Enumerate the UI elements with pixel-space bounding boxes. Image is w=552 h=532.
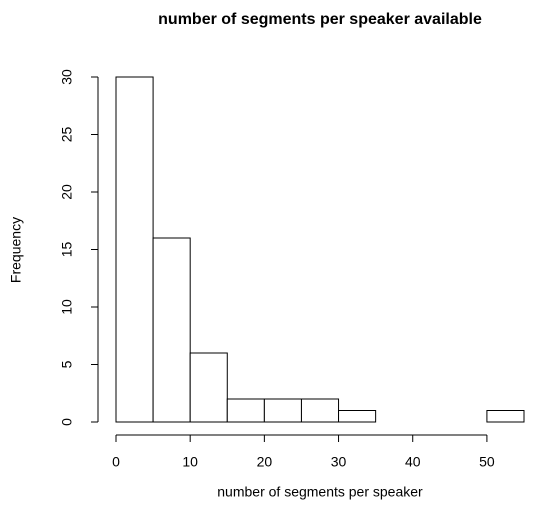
bar (338, 410, 377, 423)
chart-title: number of segments per speaker available (158, 11, 482, 28)
y-tick-label: 30 (59, 69, 75, 85)
x-tick-label: 50 (479, 454, 495, 470)
x-tick-label: 20 (257, 454, 273, 470)
bar (263, 398, 302, 423)
x-tick-label: 40 (405, 454, 421, 470)
x-tick-label: 0 (112, 454, 120, 470)
y-axis-label: Frequency (8, 217, 24, 283)
bar (152, 237, 191, 423)
x-axis-label: number of segments per speaker (217, 484, 423, 500)
y-tick-label: 15 (59, 242, 75, 258)
bar (115, 76, 154, 423)
bar (226, 398, 265, 423)
x-tick-label: 30 (331, 454, 347, 470)
y-tick-label: 10 (59, 299, 75, 315)
bar (300, 398, 340, 423)
y-tick-label: 25 (59, 127, 75, 143)
y-tick-label: 20 (59, 184, 75, 200)
bar (486, 410, 525, 423)
y-tick-label: 5 (59, 360, 75, 368)
bar (189, 352, 228, 423)
y-tick-label: 0 (59, 418, 75, 426)
x-tick-label: 10 (182, 454, 198, 470)
